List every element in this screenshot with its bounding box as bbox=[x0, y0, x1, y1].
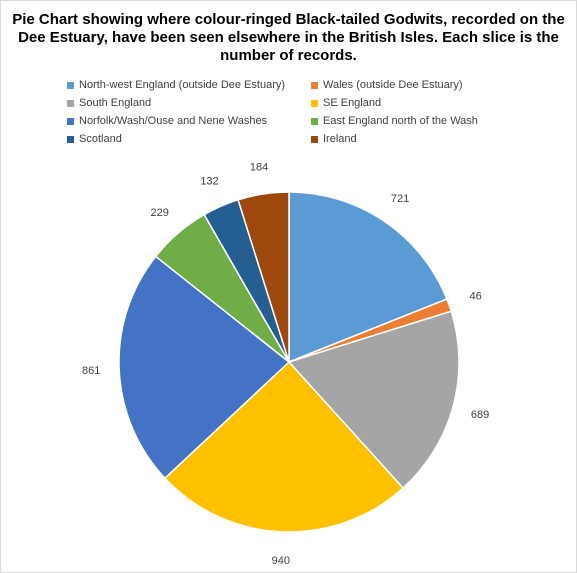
legend-swatch bbox=[67, 135, 74, 143]
pie-slice bbox=[288, 191, 448, 364]
legend-swatch bbox=[67, 99, 74, 107]
legend-swatch bbox=[311, 135, 318, 143]
legend-item: Ireland bbox=[311, 131, 547, 147]
pie-slice bbox=[118, 255, 291, 480]
slice-value-label: 861 bbox=[82, 365, 100, 377]
legend-item: SE England bbox=[311, 95, 547, 111]
legend: North-west England (outside Dee Estuary)… bbox=[67, 77, 547, 147]
legend-swatch bbox=[67, 81, 74, 89]
legend-swatch bbox=[311, 117, 318, 125]
legend-label: South England bbox=[79, 97, 152, 109]
slice-value-label: 721 bbox=[391, 193, 409, 205]
chart-title: Pie Chart showing where colour-ringed Bl… bbox=[12, 11, 565, 64]
legend-item: South England bbox=[67, 95, 311, 111]
legend-label: Scotland bbox=[79, 133, 122, 145]
slice-value-label: 132 bbox=[200, 176, 218, 188]
legend-swatch bbox=[311, 99, 318, 107]
pie-slice bbox=[287, 310, 460, 490]
pie-slice bbox=[237, 191, 290, 363]
legend-swatch bbox=[311, 81, 318, 89]
legend-item: Wales (outside Dee Estuary) bbox=[311, 77, 547, 93]
legend-label: SE England bbox=[323, 97, 382, 109]
legend-item: Scotland bbox=[67, 131, 311, 147]
legend-label: North-west England (outside Dee Estuary) bbox=[79, 79, 286, 91]
legend-label: Norfolk/Wash/Ouse and Nene Washes bbox=[79, 115, 268, 127]
slice-value-label: 184 bbox=[250, 161, 268, 173]
legend-item: East England north of the Wash bbox=[311, 113, 547, 129]
slice-value-label: 689 bbox=[471, 409, 489, 421]
pie-slice bbox=[163, 360, 405, 533]
legend-label: Ireland bbox=[323, 133, 357, 145]
slice-value-label: 46 bbox=[469, 291, 481, 303]
legend-label: East England north of the Wash bbox=[323, 115, 478, 127]
legend-swatch bbox=[67, 117, 74, 125]
legend-item: Norfolk/Wash/Ouse and Nene Washes bbox=[67, 113, 311, 129]
legend-item: North-west England (outside Dee Estuary) bbox=[67, 77, 311, 93]
legend-label: Wales (outside Dee Estuary) bbox=[323, 79, 463, 91]
slice-value-label: 940 bbox=[272, 555, 290, 567]
slice-value-label: 229 bbox=[151, 207, 169, 219]
